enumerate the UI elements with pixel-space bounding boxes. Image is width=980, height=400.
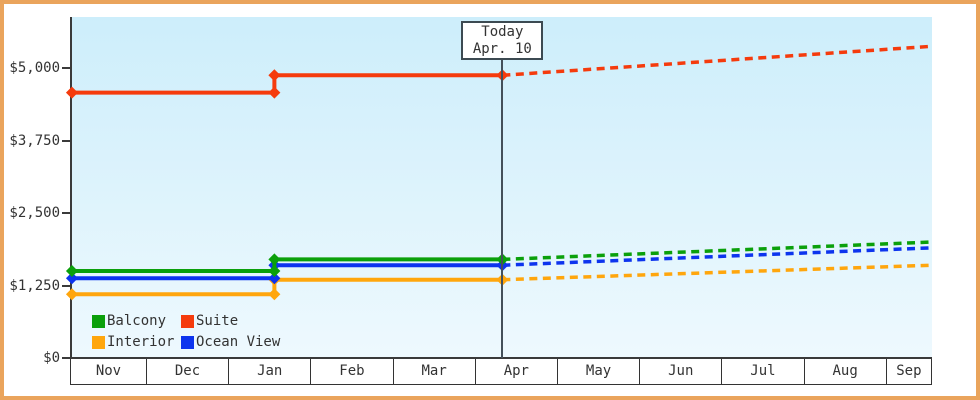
legend-swatch-icon [92,314,105,328]
legend-label: Ocean View [196,334,281,350]
series-balcony [65,240,932,278]
today-label: Today [481,23,524,40]
legend-item-interior: Interior [92,332,181,352]
month-cell-jan: Jan [229,359,312,384]
data-point-marker [268,69,281,82]
month-cell-aug: Aug [805,359,887,384]
legend-label: Suite [196,313,239,329]
data-point-marker [268,86,281,99]
series-projection [502,44,932,78]
y-tick-label: $1,250 [9,277,60,294]
today-marker-box: Today Apr. 10 [461,21,544,60]
series-projection [502,263,932,282]
data-point-marker [268,265,281,278]
y-tick-mark [62,139,70,142]
data-point-marker [268,253,281,266]
month-cell-sep: Sep [887,359,932,384]
legend-label: Interior [107,334,175,350]
y-tick-label: $2,500 [9,205,60,222]
y-tick-label: $5,000 [9,60,60,77]
legend-label: Balcony [107,313,167,329]
data-point-marker [65,288,78,301]
month-cell-dec: Dec [147,359,230,384]
legend: Balcony Suite Interior Ocean View [92,311,280,352]
y-tick-label: $0 [43,350,60,366]
series-suite [65,44,932,99]
series-interior [65,263,932,301]
month-cell-nov: Nov [71,359,147,384]
legend-swatch-icon [92,335,105,349]
month-cell-may: May [558,359,641,384]
y-tick-mark [62,67,70,70]
legend-item-balcony: Balcony [92,311,181,331]
data-point-marker [268,272,281,285]
today-date-label: Apr. 10 [472,40,532,57]
series-projection [502,240,932,262]
y-tick-label: $3,750 [9,132,60,149]
today-marker-line [501,58,504,358]
y-axis-line [70,17,72,358]
month-cell-apr: Apr [476,359,558,384]
data-point-marker [268,288,281,301]
data-point-marker [65,265,78,278]
month-cell-feb: Feb [311,359,394,384]
data-point-marker [65,86,78,99]
month-cell-jul: Jul [722,359,805,384]
month-cell-jun: Jun [640,359,723,384]
series-projection [502,246,932,267]
x-axis-month-strip: Nov Dec Jan Feb Mar Apr May Jun Jul Aug Sep [70,359,932,385]
legend-swatch-icon [181,335,194,349]
month-cell-mar: Mar [394,359,476,384]
y-tick-mark [62,284,70,287]
legend-swatch-icon [181,314,194,328]
legend-item-suite: Suite [181,311,280,331]
data-point-marker [65,272,78,285]
y-tick-mark [62,212,70,215]
legend-item-ocean-view: Ocean View [181,332,280,352]
x-axis-line [62,357,932,359]
